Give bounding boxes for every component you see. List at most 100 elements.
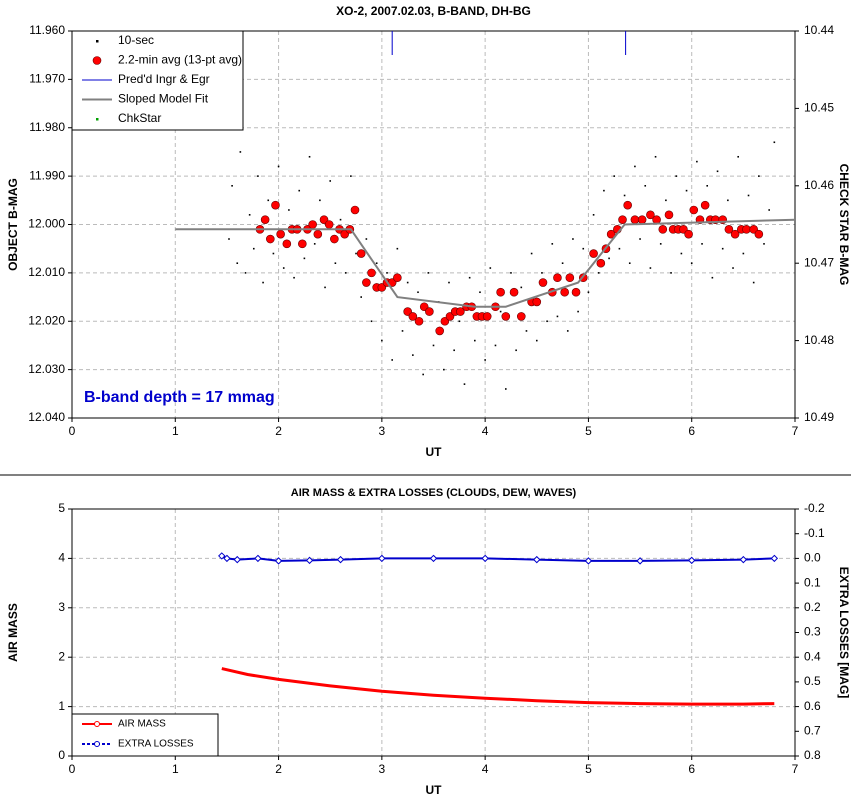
x-tick-label: 6: [688, 424, 695, 438]
avg-point: [324, 220, 334, 229]
data-dot: [499, 310, 502, 313]
diamond-marker: [739, 555, 748, 564]
data-dot: [706, 185, 709, 187]
legend-label: 2.2-min avg (13-pt avg): [118, 53, 242, 67]
avg-point: [596, 258, 606, 268]
y2-tick-label: 0.0: [804, 551, 821, 565]
avg-point: [298, 239, 307, 249]
diamond-marker: [533, 555, 541, 564]
data-dot: [665, 199, 667, 202]
avg-point: [684, 229, 693, 239]
avg-point: [589, 249, 598, 258]
data-dot: [272, 252, 275, 255]
avg-point: [330, 234, 339, 244]
diamond-marker: [305, 556, 314, 565]
data-dot: [293, 276, 295, 279]
x-tick-label: 3: [379, 424, 386, 438]
annotation: B-band depth = 17 mmag: [84, 389, 275, 406]
legend-label: ChkStar: [118, 111, 161, 125]
data-dot: [561, 262, 564, 264]
avg-point: [435, 326, 444, 336]
diamond-marker: [254, 554, 262, 563]
legend-label: 10-sec: [118, 33, 154, 47]
data-dot: [582, 247, 585, 250]
data-dot: [680, 252, 683, 255]
data-dot: [572, 238, 574, 240]
avg-point: [664, 210, 674, 220]
y2-tick-label: 10.48: [804, 333, 834, 347]
y2-tick-label: 10.49: [804, 410, 834, 424]
x-tick-label: 7: [792, 424, 799, 438]
avg-point: [565, 273, 575, 283]
avg-point: [313, 229, 323, 239]
data-dot: [556, 315, 559, 318]
data-dot: [628, 262, 631, 264]
y2-axis-label: CHECK STAR B-MAG: [837, 164, 851, 286]
series-line: [221, 555, 775, 562]
data-dot: [396, 247, 399, 250]
x-tick-label: 1: [172, 424, 179, 438]
data-dot: [303, 257, 306, 260]
data-dot: [752, 281, 755, 284]
y2-tick-label: 0.4: [804, 649, 821, 663]
avg-point: [516, 312, 526, 321]
data-dot: [448, 281, 450, 284]
y2-tick-label: 0.7: [804, 723, 821, 737]
data-dot: [479, 291, 481, 294]
data-dot: [685, 189, 688, 192]
avg-point: [560, 287, 569, 297]
x-tick-label: 2: [275, 424, 282, 438]
data-dot: [758, 175, 760, 177]
diamond-marker: [636, 557, 644, 565]
data-dot: [244, 272, 247, 274]
data-dot: [239, 151, 242, 153]
data-dot: [329, 180, 332, 182]
x-tick-label: 5: [585, 762, 592, 776]
avg-point: [742, 225, 751, 234]
data-dot: [228, 238, 230, 240]
avg-point: [646, 210, 655, 220]
avg-point: [367, 268, 376, 278]
legend-symbol: [92, 56, 102, 65]
avg-point: [637, 215, 647, 224]
diamond-marker: [770, 554, 779, 563]
x-tick-label: 5: [585, 424, 592, 438]
data-dot: [520, 286, 523, 289]
y-tick-label: 4: [58, 551, 65, 565]
data-dot: [391, 359, 393, 361]
data-dot: [422, 373, 424, 376]
data-dot: [355, 252, 357, 255]
avg-point: [618, 215, 627, 224]
avg-point: [630, 215, 640, 224]
data-dot: [732, 267, 734, 269]
diamond-marker: [584, 557, 593, 565]
avg-point: [730, 229, 740, 239]
data-dot: [484, 359, 486, 361]
avg-point: [571, 287, 581, 297]
y-tick-label: 2: [58, 649, 65, 663]
y2-tick-label: 0.5: [804, 674, 821, 688]
data-dot: [690, 262, 693, 264]
data-dot: [474, 339, 476, 342]
data-dot: [644, 185, 647, 187]
plot-frame: [71, 30, 796, 419]
legend-marker: [94, 721, 100, 727]
y-tick-label: 12.000: [28, 217, 65, 231]
x-tick-label: 0: [69, 762, 76, 776]
avg-point: [308, 220, 317, 229]
data-dot: [370, 320, 373, 323]
data-dot: [768, 209, 770, 211]
data-dot: [737, 155, 739, 158]
y2-tick-label: 10.45: [804, 101, 834, 115]
data-dot: [494, 344, 497, 347]
legend-symbol: [96, 40, 99, 43]
y2-tick-label: -0.1: [804, 526, 825, 540]
y2-tick-label: 0.2: [804, 600, 821, 614]
series-line: [175, 218, 795, 308]
y2-tick-label: 10.47: [804, 255, 834, 269]
avg-point: [623, 200, 632, 210]
avg-point: [425, 307, 434, 316]
y-tick-label: 5: [58, 501, 65, 515]
data-dot: [515, 349, 517, 352]
